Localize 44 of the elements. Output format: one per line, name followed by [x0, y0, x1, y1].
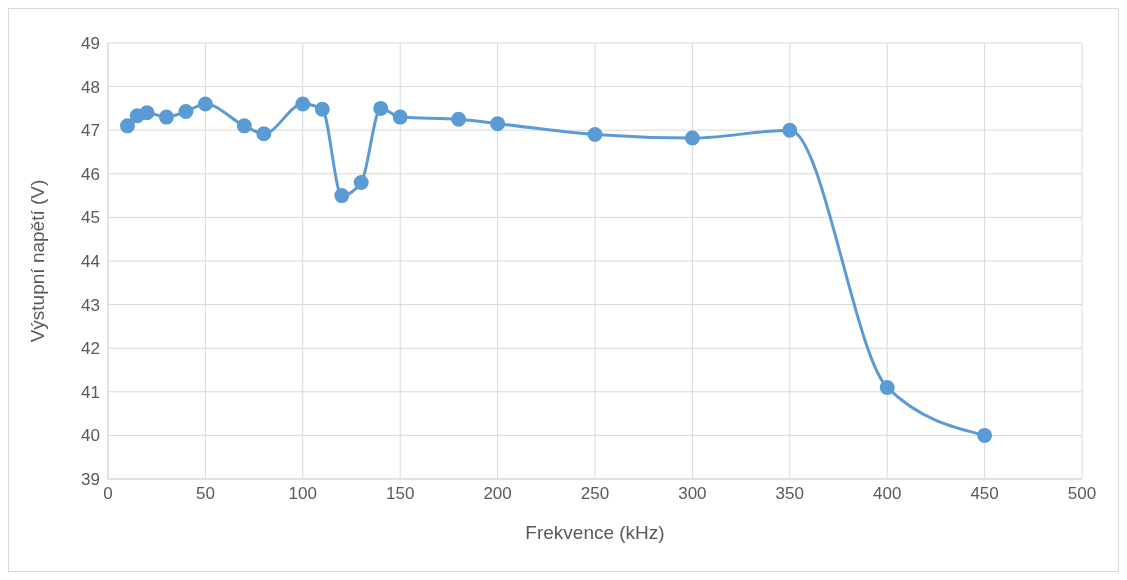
point — [782, 122, 798, 138]
x-tick-label: 300 — [678, 484, 707, 504]
point — [295, 96, 311, 112]
y-tick-label: 47 — [81, 121, 100, 141]
x-tick-label: 500 — [1067, 484, 1097, 504]
point — [139, 105, 155, 121]
y-tick-label: 41 — [81, 382, 100, 402]
point — [158, 109, 174, 125]
point — [197, 96, 213, 112]
y-tick-label: 44 — [81, 252, 100, 272]
y-tick-label: 43 — [81, 295, 100, 315]
x-tick-label: 50 — [195, 484, 215, 504]
y-axis-title: Výstupní napětí (V) — [26, 179, 48, 343]
point — [119, 118, 135, 134]
x-tick-label: 0 — [103, 484, 113, 504]
y-tick-label: 49 — [81, 34, 100, 54]
x-tick-label: 200 — [483, 484, 512, 504]
point — [373, 100, 389, 116]
point — [684, 130, 700, 146]
y-tick-label: 48 — [81, 77, 100, 97]
y-tick-label: 42 — [81, 339, 100, 359]
x-tick-label: 450 — [970, 484, 999, 504]
point — [256, 126, 272, 142]
point — [353, 175, 369, 191]
y-tick-label: 39 — [81, 470, 100, 490]
x-tick-label: 400 — [873, 484, 902, 504]
point — [977, 427, 993, 443]
point — [879, 379, 895, 395]
point — [392, 109, 408, 125]
x-tick-label: 100 — [288, 484, 317, 504]
point — [334, 188, 350, 204]
y-tick-label: 45 — [81, 208, 100, 228]
y-tick-label: 46 — [81, 164, 100, 184]
point — [587, 127, 603, 143]
point — [178, 103, 194, 119]
x-tick-label: 250 — [580, 484, 610, 504]
x-tick-label: 350 — [775, 484, 804, 504]
x-axis-title: Frekvence (kHz) — [525, 522, 665, 543]
point — [314, 101, 330, 117]
point — [490, 116, 506, 132]
point — [236, 118, 252, 134]
y-tick-label: 40 — [81, 426, 100, 446]
x-tick-label: 150 — [386, 484, 415, 504]
point — [451, 111, 467, 127]
